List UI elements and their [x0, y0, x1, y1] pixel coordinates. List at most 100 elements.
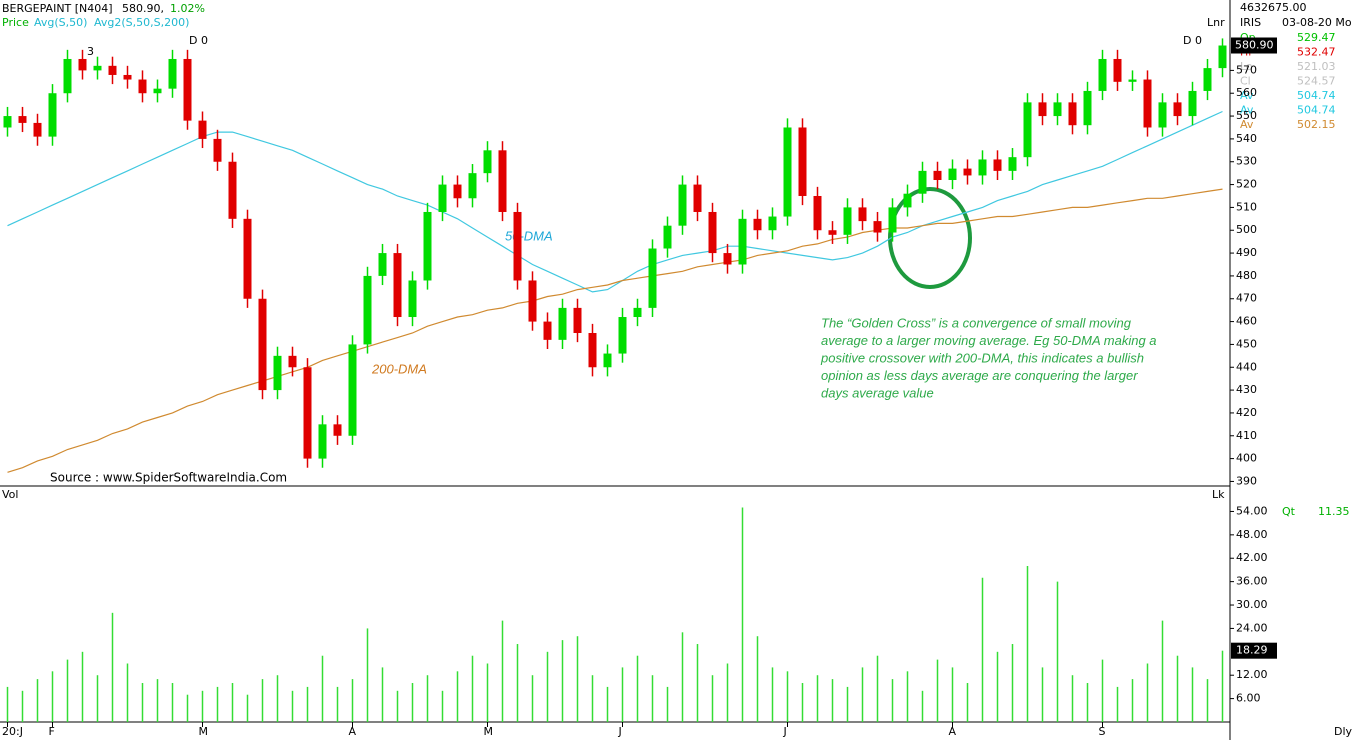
v-tick-label: 42.00: [1236, 551, 1268, 564]
candle-body: [483, 150, 492, 174]
annotation: days average value: [821, 385, 934, 400]
candle-body: [573, 307, 582, 334]
period: Dly: [1334, 725, 1352, 738]
candle-body: [168, 58, 177, 89]
candle-body: [423, 211, 432, 281]
candle-body: [708, 211, 717, 254]
x-tick-label: A: [949, 725, 957, 738]
candle-body: [693, 184, 702, 212]
candle-body: [543, 321, 552, 340]
link: Lk: [1212, 488, 1225, 501]
candle-body: [3, 116, 12, 128]
candle-body: [1113, 58, 1122, 82]
info-value: 504.74: [1297, 104, 1336, 117]
candle-body: [558, 307, 567, 340]
candle-body: [138, 79, 147, 94]
v-tick-label: 12.00: [1236, 668, 1268, 681]
candle-body: [633, 307, 642, 318]
change: 1.02%: [170, 2, 205, 15]
legend-price: Price: [2, 16, 29, 29]
v-tick-label: 36.00: [1236, 575, 1268, 588]
candle-body: [303, 367, 312, 459]
annotation: opinion as less days average are conquer…: [821, 368, 1138, 383]
candle-body: [978, 159, 987, 176]
y-tick-label: 460: [1236, 315, 1257, 328]
v-tick-label: 48.00: [1236, 528, 1268, 541]
x-tick-label: S: [1099, 725, 1106, 738]
y-tick-label: 470: [1236, 292, 1257, 305]
marker: D 0: [1183, 34, 1202, 47]
candle-body: [933, 170, 942, 181]
candle-body: [108, 65, 117, 75]
candle-body: [603, 353, 612, 368]
candle-body: [843, 207, 852, 235]
y-tick-label: 480: [1236, 269, 1257, 282]
candle-body: [93, 65, 102, 71]
candle-body: [288, 355, 297, 368]
legend-avg: Avg(S,50): [34, 16, 87, 29]
info-value: 532.47: [1297, 46, 1336, 59]
candle-body: [1008, 157, 1017, 171]
highlight-circle: [888, 187, 972, 289]
candle-body: [618, 317, 627, 354]
marker: D 0: [189, 34, 208, 47]
y-tick-label: 490: [1236, 246, 1257, 259]
candle-body: [1068, 102, 1077, 126]
y-tick-label: 560: [1236, 86, 1257, 99]
info-value: 521.03: [1297, 60, 1336, 73]
candle-body: [183, 58, 192, 121]
candle-body: [903, 193, 912, 208]
candle-body: [243, 218, 252, 299]
candle-body: [1083, 90, 1092, 126]
candle-body: [993, 159, 1002, 171]
candle-body: [363, 275, 372, 345]
y-tick-label: 570: [1236, 63, 1257, 76]
info-label: Av: [1240, 104, 1254, 117]
candle-body: [1173, 102, 1182, 117]
volume-box: [1231, 642, 1277, 659]
candle-body: [78, 58, 87, 71]
x-tick-label: M: [199, 725, 209, 738]
candle-body: [273, 355, 282, 391]
x-tick-label: M: [484, 725, 494, 738]
candle-body: [663, 225, 672, 249]
annotation: average to a larger moving average. Eg 5…: [821, 333, 1157, 348]
candle-body: [858, 207, 867, 222]
info-label: Av: [1240, 89, 1254, 102]
source: Source : www.SpiderSoftwareIndia.Com: [50, 471, 287, 485]
y-tick-label: 510: [1236, 200, 1257, 213]
x-tick-label: F: [49, 725, 55, 738]
candle-body: [348, 344, 357, 436]
y-tick-label: 550: [1236, 109, 1257, 122]
candle-body: [768, 216, 777, 231]
info-label: Lo: [1240, 60, 1253, 73]
candle-body: [798, 127, 807, 196]
candle-body: [228, 161, 237, 219]
candle-body: [438, 184, 447, 212]
x-tick-label: J: [783, 725, 787, 738]
info-value: 524.57: [1297, 75, 1336, 88]
volume-label: Vol: [2, 488, 18, 501]
source-bg: [46, 469, 276, 485]
y-tick-label: 440: [1236, 360, 1257, 373]
candle-body: [1038, 102, 1047, 117]
candle-body: [393, 253, 402, 318]
symbol: BERGEPAINT [N404]: [2, 2, 113, 15]
info-value: 502.15: [1297, 118, 1336, 131]
candle-body: [813, 195, 822, 231]
ma200-label: 200-DMA: [371, 361, 427, 376]
candle-body: [648, 248, 657, 308]
v-tick-label: 30.00: [1236, 598, 1268, 611]
candle-body: [48, 93, 57, 137]
candle-body: [1098, 58, 1107, 91]
x-tick-label: J: [618, 725, 622, 738]
candle-body: [33, 122, 42, 137]
ma50-label: 50-DMA: [505, 228, 553, 243]
y-tick-label: 430: [1236, 383, 1257, 396]
v-tick-label: 54.00: [1236, 504, 1268, 517]
candle-body: [828, 230, 837, 235]
candle-body: [63, 58, 72, 94]
candle-body: [873, 221, 882, 233]
